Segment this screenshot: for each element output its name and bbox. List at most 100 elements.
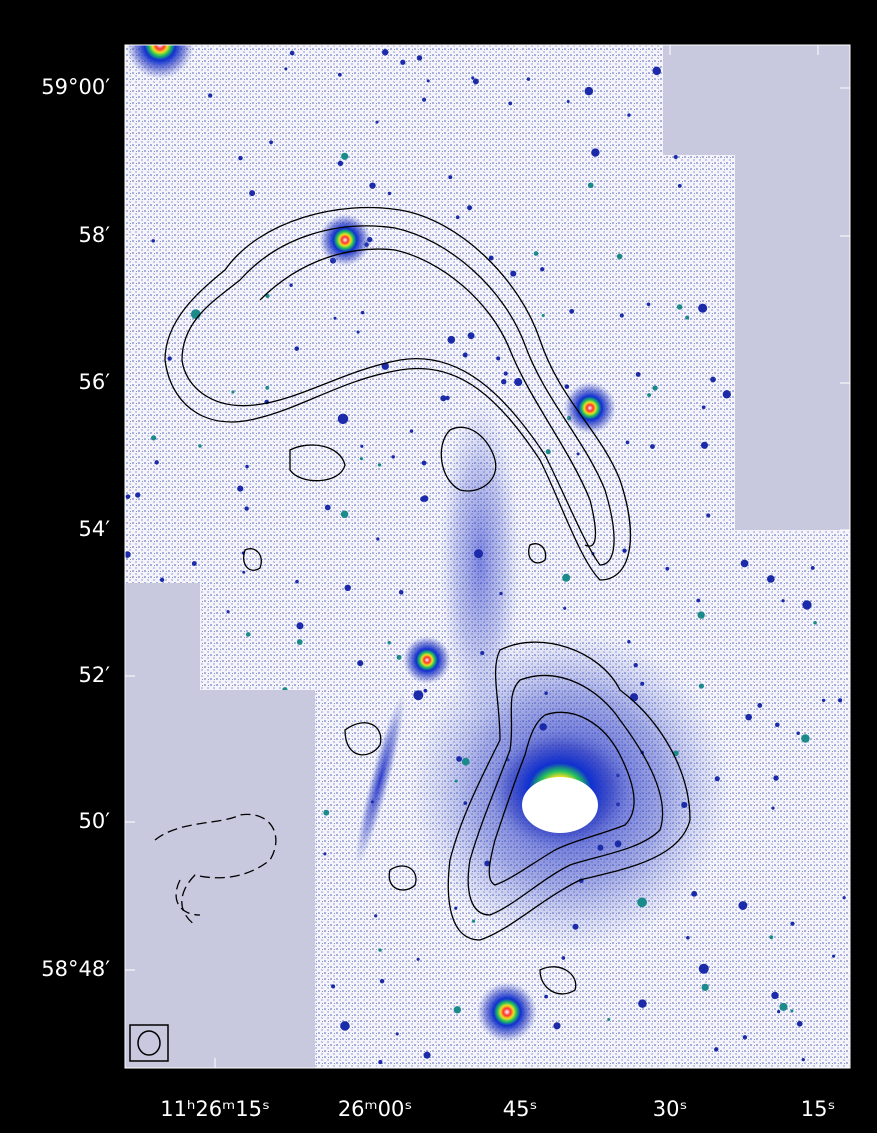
mask-region (735, 155, 853, 530)
bright-star (564, 382, 616, 434)
star (331, 984, 335, 988)
star (361, 311, 364, 314)
star (790, 1009, 793, 1012)
star (374, 914, 377, 917)
star (647, 393, 651, 397)
star (208, 93, 212, 97)
x-axis-label: 30ˢ (653, 1097, 688, 1121)
star (527, 77, 530, 80)
star (685, 316, 689, 320)
star (237, 486, 243, 492)
mask-region (125, 690, 315, 1070)
star (701, 442, 708, 449)
star (597, 845, 603, 851)
y-axis-label: 52′ (79, 663, 111, 687)
star (569, 309, 574, 314)
star (562, 574, 570, 582)
star (838, 698, 842, 702)
star (341, 511, 348, 518)
star (757, 703, 762, 708)
star (636, 372, 641, 377)
star (738, 901, 747, 910)
star (422, 98, 426, 102)
bright-star (403, 636, 451, 684)
star (338, 73, 342, 77)
star (647, 303, 651, 307)
star (615, 840, 622, 847)
star (413, 690, 423, 700)
star (447, 336, 455, 344)
y-axis-label: 56′ (79, 370, 111, 394)
star (410, 429, 413, 432)
star (242, 571, 245, 574)
y-axis-label: 58′ (79, 223, 111, 247)
star (797, 1021, 803, 1027)
star (338, 161, 343, 166)
star (424, 689, 428, 693)
star (710, 377, 716, 383)
star (246, 632, 251, 637)
star (333, 317, 336, 320)
star (231, 390, 234, 393)
star (677, 304, 682, 309)
star (360, 457, 363, 460)
star (565, 384, 569, 388)
star (627, 113, 630, 116)
star (249, 190, 255, 196)
star (811, 566, 815, 570)
star (697, 611, 704, 618)
star (743, 1035, 747, 1039)
x-axis-label: 15ˢ (801, 1097, 836, 1121)
star (422, 495, 429, 502)
star (448, 175, 452, 179)
star (454, 907, 457, 910)
star (126, 494, 131, 499)
star (706, 513, 710, 517)
star (399, 590, 404, 595)
star (471, 76, 474, 79)
star (813, 621, 817, 625)
star (650, 444, 655, 449)
star (244, 506, 248, 510)
star (474, 549, 483, 558)
star (741, 560, 749, 568)
star (455, 780, 458, 783)
sky-image-figure: 59°00′58′56′54′52′50′58°48′11ʰ26ᵐ15ˢ26ᵐ0… (0, 0, 877, 1133)
star (769, 935, 773, 939)
star (360, 445, 363, 448)
star (782, 599, 785, 602)
star (290, 51, 295, 56)
star (440, 395, 446, 401)
star (325, 505, 331, 511)
star (468, 332, 475, 339)
star (510, 271, 516, 277)
image-area (124, 11, 853, 1070)
star (357, 660, 363, 666)
star (245, 465, 249, 469)
star (417, 958, 420, 961)
y-axis-label: 54′ (79, 517, 111, 541)
star (467, 205, 472, 210)
star (463, 801, 467, 805)
x-axis-label: 11ʰ26ᵐ15ˢ (160, 1097, 270, 1121)
star (297, 639, 303, 645)
star (832, 955, 835, 958)
star (637, 898, 647, 908)
star (357, 330, 360, 333)
star (843, 896, 846, 899)
star (238, 156, 242, 160)
star (462, 758, 470, 766)
star (417, 55, 422, 60)
star (822, 699, 825, 702)
star (696, 599, 700, 603)
star (371, 800, 374, 803)
mask-region (663, 45, 853, 155)
star (198, 444, 201, 447)
star (480, 651, 484, 655)
star (378, 948, 381, 951)
star (715, 776, 720, 781)
star (338, 414, 348, 424)
star (380, 979, 384, 983)
star (151, 435, 156, 440)
star (562, 956, 566, 960)
